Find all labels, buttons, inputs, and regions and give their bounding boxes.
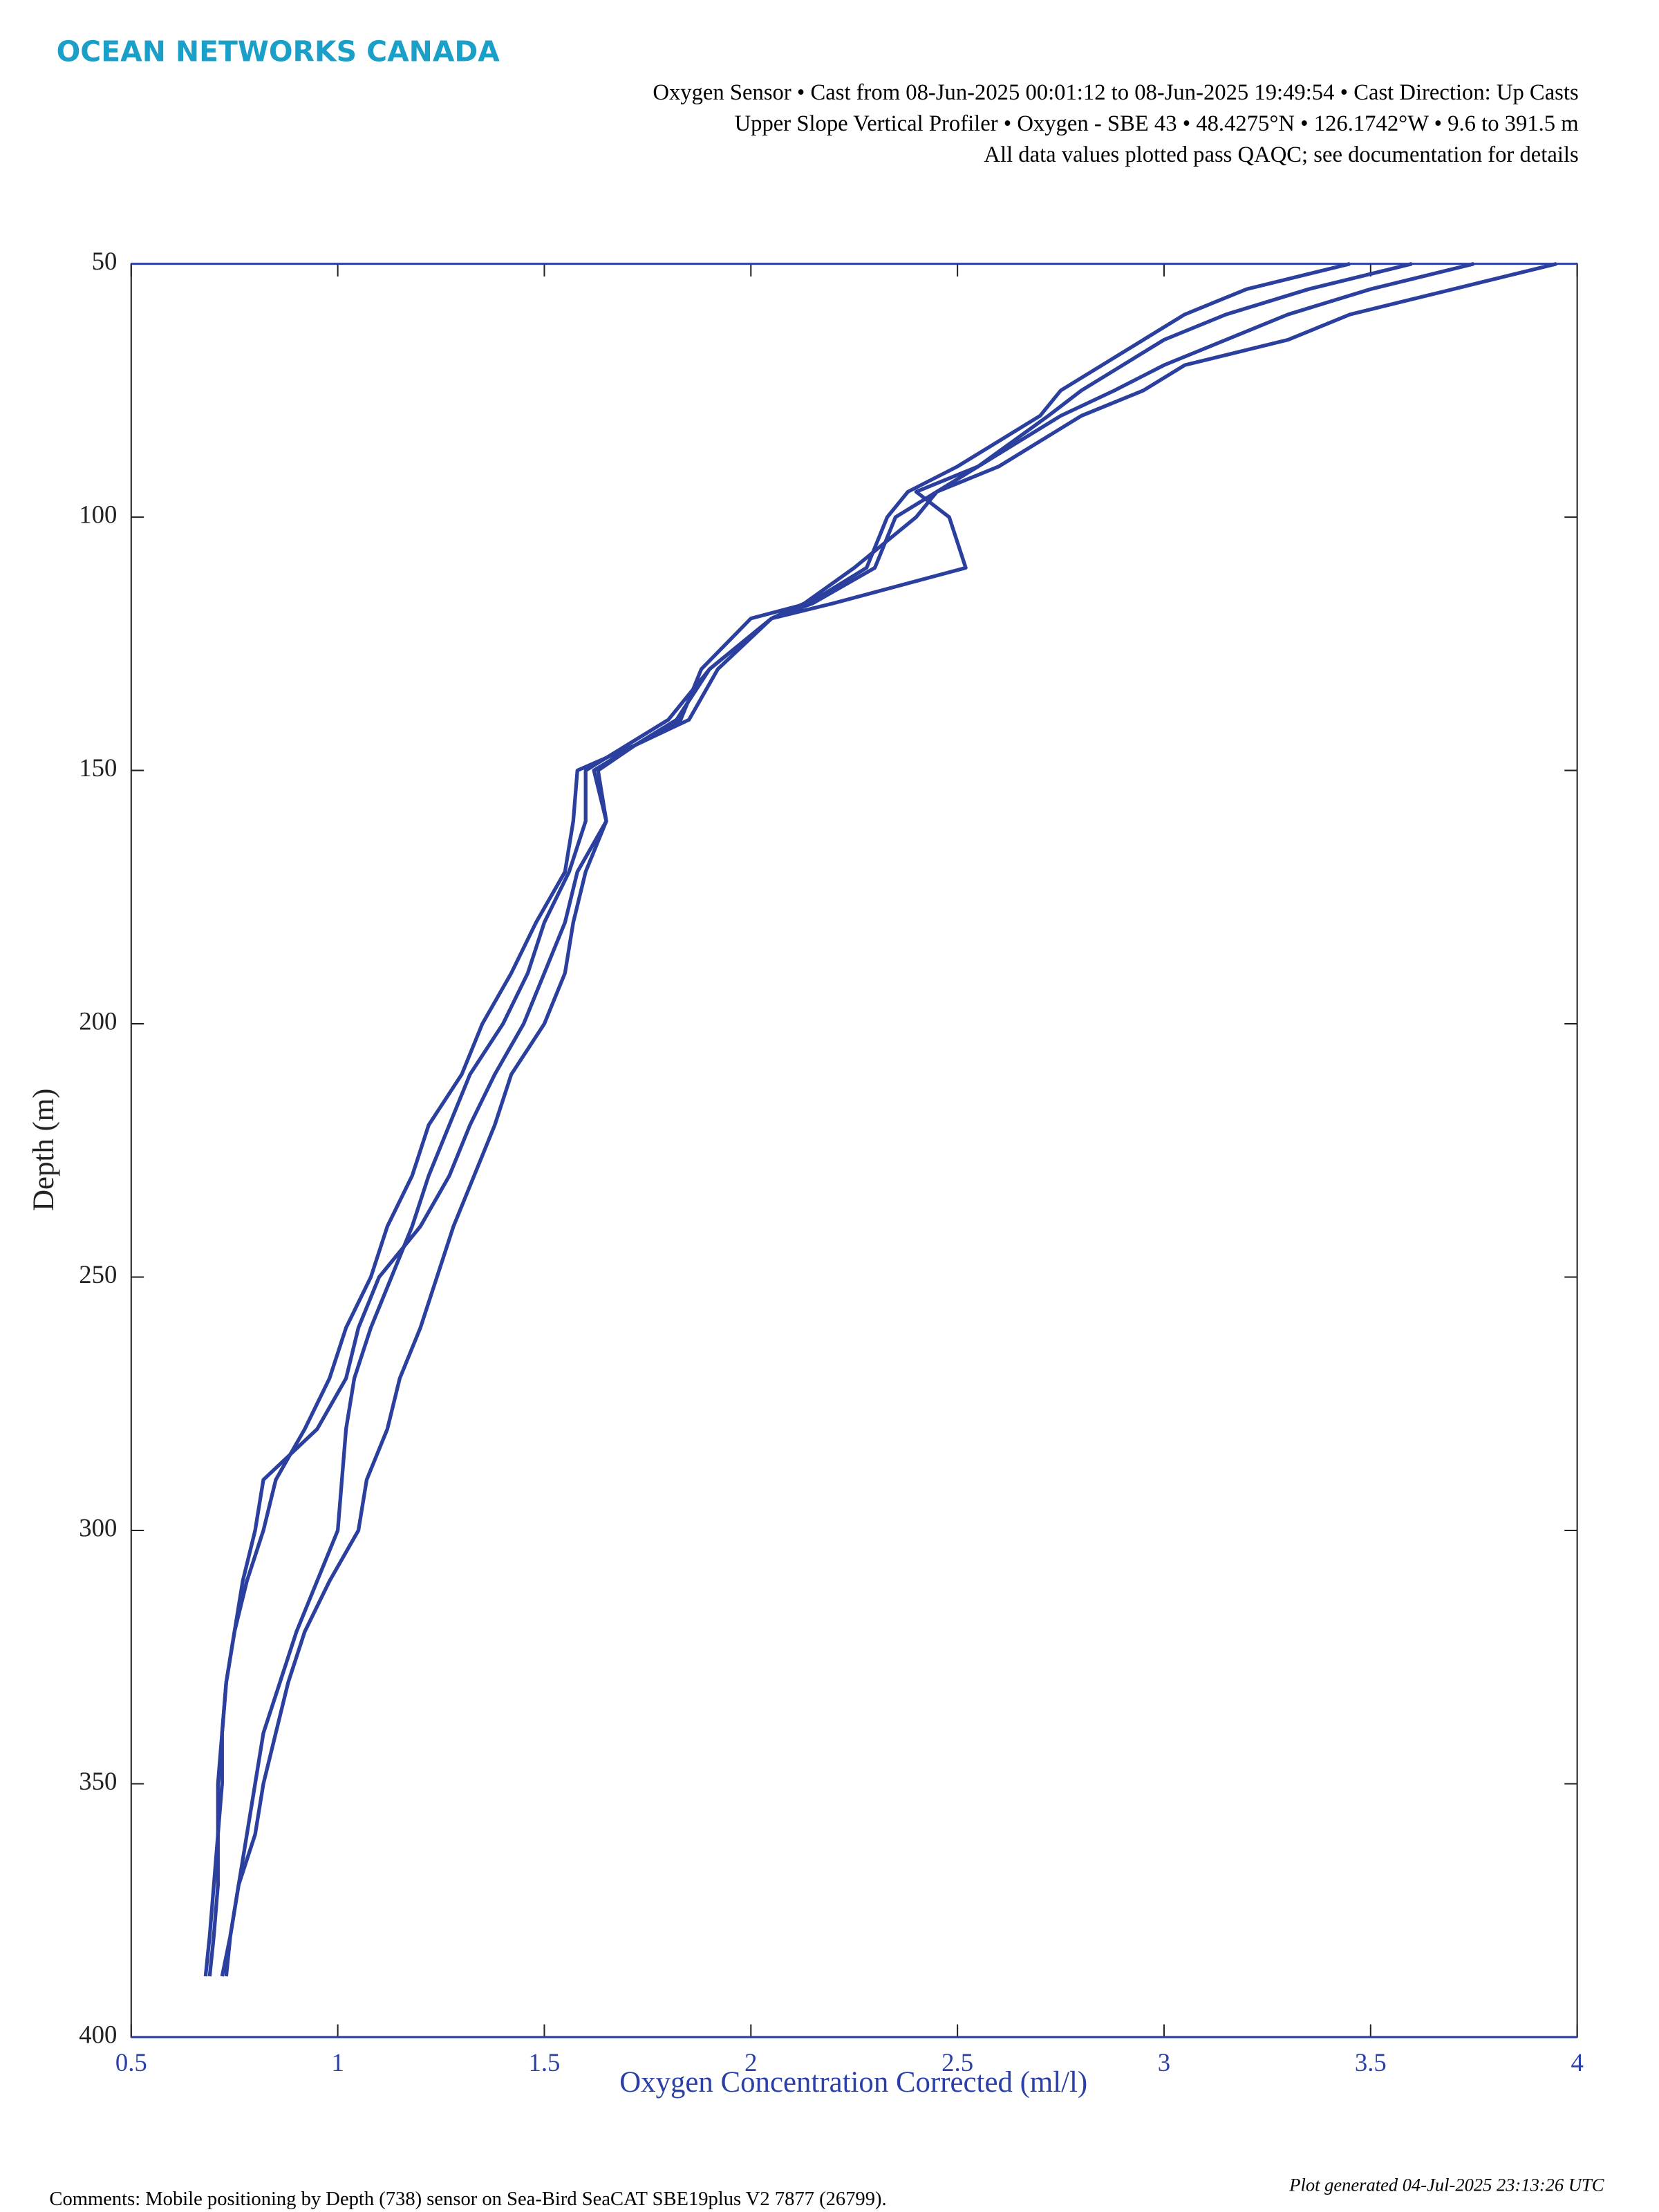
y-tick-label: 200 xyxy=(79,1006,117,1035)
x-tick-label: 1.5 xyxy=(529,2048,561,2077)
subtitle: Upper Slope Vertical Profiler • Oxygen -… xyxy=(735,111,1579,136)
x-axis-label: Oxygen Concentration Corrected (ml/l) xyxy=(619,2066,1087,2099)
y-tick-label: 50 xyxy=(92,247,118,275)
y-axis-label: Depth (m) xyxy=(28,1089,60,1211)
x-tick-label: 3.5 xyxy=(1355,2048,1387,2077)
cast-line xyxy=(207,262,1351,1977)
comments: Comments: Mobile positioning by Depth (7… xyxy=(49,2188,886,2210)
y-tick-label: 150 xyxy=(79,753,117,782)
y-tick-label: 400 xyxy=(79,2020,117,2048)
cast-line xyxy=(220,262,1557,1977)
x-tick-label: 2.5 xyxy=(941,2048,973,2077)
y-tick-label: 250 xyxy=(79,1260,117,1288)
x-tick-label: 2 xyxy=(744,2048,757,2077)
subtitle: Oxygen Sensor • Cast from 08-Jun-2025 00… xyxy=(653,80,1578,105)
x-tick-label: 3 xyxy=(1158,2048,1170,2077)
x-tick-label: 0.5 xyxy=(115,2048,147,2077)
cast-line xyxy=(203,262,1413,1977)
y-tick-label: 100 xyxy=(79,500,117,529)
y-tick-label: 300 xyxy=(79,1513,117,1541)
x-tick-label: 1 xyxy=(331,2048,344,2077)
brand-logo: OCEAN NETWORKS CANADA xyxy=(57,35,500,68)
plot-frame xyxy=(130,263,1578,2038)
x-tick-label: 4 xyxy=(1571,2048,1583,2077)
generated-note: Plot generated 04-Jul-2025 23:13:26 UTC xyxy=(1288,2174,1604,2195)
y-tick-label: 350 xyxy=(79,1767,117,1795)
cast-line xyxy=(224,262,1474,1977)
subtitle: All data values plotted pass QAQC; see d… xyxy=(984,142,1578,167)
